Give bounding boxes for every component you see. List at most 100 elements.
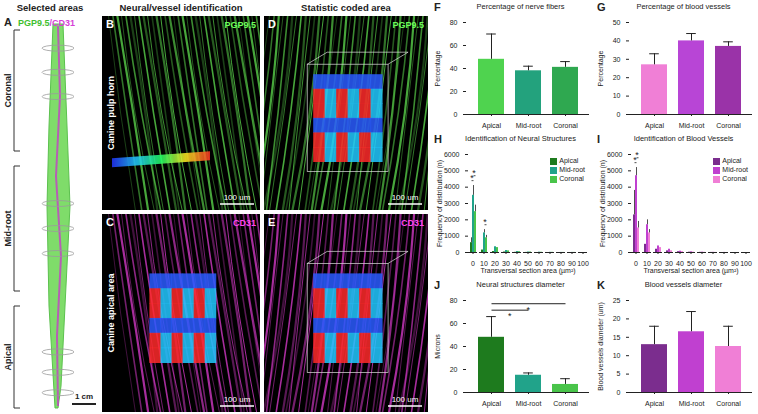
svg-text:4000: 4000 xyxy=(607,183,623,190)
svg-text:PGP9.5: PGP9.5 xyxy=(224,20,256,30)
svg-text:Apical: Apical xyxy=(482,400,502,408)
svg-text:80: 80 xyxy=(450,19,458,26)
svg-text:*: * xyxy=(526,305,530,315)
svg-text:100: 100 xyxy=(577,260,589,267)
svg-text:20: 20 xyxy=(450,88,458,95)
svg-text:100 um: 100 um xyxy=(392,193,419,202)
svg-text:Percentage: Percentage xyxy=(597,50,605,86)
svg-text:2000: 2000 xyxy=(607,216,623,223)
svg-text:Percentage: Percentage xyxy=(434,50,442,86)
svg-text:Coronal: Coronal xyxy=(716,400,741,407)
svg-text:3000: 3000 xyxy=(444,200,460,207)
svg-text:6000: 6000 xyxy=(444,151,460,158)
svg-text:2000: 2000 xyxy=(444,216,460,223)
svg-text:5000: 5000 xyxy=(607,167,623,174)
svg-text:1000: 1000 xyxy=(444,232,460,239)
svg-text:25: 25 xyxy=(613,297,621,304)
html-text:Identification of Neural Struc: Identification of Neural Structures xyxy=(465,134,576,143)
svg-text:Neural/vessel identification: Neural/vessel identification xyxy=(119,2,242,13)
html-text:Percentage of blood vessels: Percentage of blood vessels xyxy=(636,2,731,11)
svg-text:Coronal: Coronal xyxy=(3,73,13,107)
svg-text:0: 0 xyxy=(617,389,621,396)
svg-text:Canine pulp horn: Canine pulp horn xyxy=(106,76,116,150)
svg-text:*: * xyxy=(483,217,487,227)
svg-text:CD31: CD31 xyxy=(233,218,256,228)
svg-text:4000: 4000 xyxy=(444,183,460,190)
html-text:G: G xyxy=(597,1,606,13)
svg-text:0: 0 xyxy=(617,111,621,118)
svg-text:0: 0 xyxy=(454,111,458,118)
svg-text:1 cm: 1 cm xyxy=(75,392,93,401)
svg-text:Transversal section area (µm²): Transversal section area (µm²) xyxy=(643,267,738,275)
svg-text:20: 20 xyxy=(613,315,621,322)
svg-text:1000: 1000 xyxy=(607,232,623,239)
svg-text:0: 0 xyxy=(619,249,623,256)
svg-text:20: 20 xyxy=(491,260,499,268)
svg-text:40: 40 xyxy=(513,260,521,268)
svg-text:Transversal section area (µm²): Transversal section area (µm²) xyxy=(480,267,575,275)
svg-text:CD31: CD31 xyxy=(401,218,424,228)
svg-text:6000: 6000 xyxy=(607,151,623,158)
svg-text:5: 5 xyxy=(617,370,621,377)
svg-text:40: 40 xyxy=(613,37,621,44)
svg-text:Microns: Microns xyxy=(434,334,441,359)
svg-text:5000: 5000 xyxy=(444,167,460,174)
svg-text:0: 0 xyxy=(634,260,638,267)
svg-text:30: 30 xyxy=(502,260,510,268)
svg-text:0: 0 xyxy=(471,260,475,267)
svg-text:B: B xyxy=(106,18,114,30)
svg-text:15: 15 xyxy=(613,334,621,341)
html-text:Percentage of nerve fibers: Percentage of nerve fibers xyxy=(476,2,565,11)
svg-text:Selected areas: Selected areas xyxy=(17,2,84,13)
svg-text:0: 0 xyxy=(454,389,458,396)
svg-text:100: 100 xyxy=(740,260,752,267)
svg-text:20: 20 xyxy=(613,74,621,81)
svg-text:Apical: Apical xyxy=(3,343,13,370)
svg-text:100 um: 100 um xyxy=(392,395,419,404)
svg-text:Apical: Apical xyxy=(645,122,665,130)
svg-text:Statistic coded area: Statistic coded area xyxy=(301,2,391,13)
svg-text:80: 80 xyxy=(450,297,458,304)
svg-text:100 um: 100 um xyxy=(224,193,251,202)
html-text:Blood vessels diameter: Blood vessels diameter xyxy=(644,280,723,289)
svg-text:Apical: Apical xyxy=(645,400,665,408)
svg-text:30: 30 xyxy=(613,56,621,63)
svg-text:40: 40 xyxy=(450,343,458,350)
svg-text:*: * xyxy=(472,168,476,178)
html-text:Identification of Blood Vessel: Identification of Blood Vessels xyxy=(633,134,734,143)
svg-text:Mid-root: Mid-root xyxy=(516,122,542,129)
svg-text:D: D xyxy=(268,18,276,30)
svg-text:PGP9.5: PGP9.5 xyxy=(392,20,424,30)
svg-text:*: * xyxy=(635,150,639,160)
svg-text:Frequency of distribution (n): Frequency of distribution (n) xyxy=(436,160,444,247)
svg-text:50: 50 xyxy=(613,19,621,26)
svg-text:3000: 3000 xyxy=(607,200,623,207)
svg-text:0: 0 xyxy=(456,249,460,256)
html-text:Neural structures diameter: Neural structures diameter xyxy=(476,280,565,289)
svg-text:Blood vessels diameter (um): Blood vessels diameter (um) xyxy=(597,302,605,391)
svg-text:A: A xyxy=(4,16,12,28)
svg-text:10: 10 xyxy=(613,352,621,359)
html-text:H: H xyxy=(434,133,442,145)
svg-text:Coronal: Coronal xyxy=(553,400,578,407)
svg-text:10: 10 xyxy=(613,92,621,99)
svg-text:Coronal: Coronal xyxy=(716,122,741,129)
svg-text:Mid-root: Mid-root xyxy=(679,400,705,407)
svg-text:C: C xyxy=(106,216,114,228)
svg-text:Canine apical area: Canine apical area xyxy=(106,272,116,352)
svg-text:Mid-root: Mid-root xyxy=(516,400,542,407)
svg-text:*: * xyxy=(508,311,512,321)
svg-text:Mid-root: Mid-root xyxy=(3,211,13,247)
svg-text:60: 60 xyxy=(450,42,458,49)
svg-text:10: 10 xyxy=(480,260,488,268)
svg-text:PGP9.5/CD31: PGP9.5/CD31 xyxy=(18,18,75,28)
svg-text:Frequency of distribution (n): Frequency of distribution (n) xyxy=(599,160,607,247)
svg-text:Coronal: Coronal xyxy=(553,122,578,129)
svg-text:100 um: 100 um xyxy=(224,395,251,404)
svg-text:Apical: Apical xyxy=(482,122,502,130)
svg-text:60: 60 xyxy=(450,320,458,327)
svg-text:E: E xyxy=(268,216,275,228)
svg-text:20: 20 xyxy=(450,366,458,373)
svg-text:Mid-root: Mid-root xyxy=(679,122,705,129)
svg-text:40: 40 xyxy=(450,65,458,72)
